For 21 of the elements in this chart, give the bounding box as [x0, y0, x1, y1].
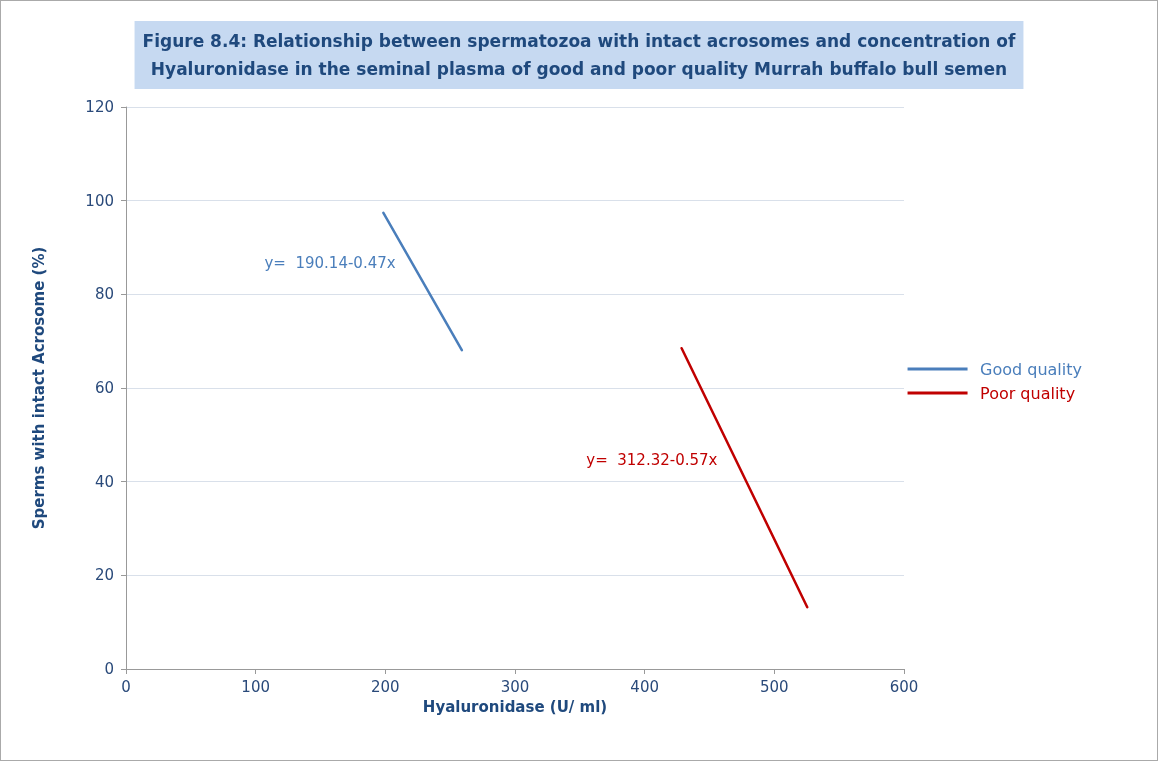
- y-tick-label: 20: [94, 566, 114, 585]
- y-tick-label: 40: [94, 472, 114, 491]
- x-tick-label: 200: [371, 677, 400, 696]
- x-tick-label: 500: [760, 677, 789, 696]
- legend-label: Good quality: [980, 359, 1082, 379]
- y-tick-label: 120: [85, 98, 114, 116]
- chart-title: Figure 8.4: Relationship between spermatozoa with intact acrosomes and concentration of Hyaluronidase in the seminal plasma of good and poor quality Murrah buffalo bull semen: [142, 31, 1017, 79]
- x-tick-label: 0: [121, 677, 131, 696]
- y-tick-label: 80: [94, 285, 114, 304]
- x-tick-label: 300: [500, 677, 530, 696]
- legend-label: Poor quality: [980, 383, 1076, 403]
- x-tick-label: 400: [630, 677, 659, 696]
- x-axis-title: Hyaluronidase (U/ ml): [422, 697, 608, 716]
- y-tick-label: 60: [94, 379, 114, 397]
- y-axis-title: Sperms with intact Acrosome (%): [29, 246, 48, 530]
- x-tick-label: 600: [889, 677, 919, 696]
- y-tick-label: 100: [85, 191, 114, 210]
- y-tick-label: 0: [104, 660, 114, 678]
- annotation: y= 312.32-0.57x: [586, 450, 718, 469]
- x-tick-label: 100: [241, 677, 270, 696]
- annotation: y= 190.14-0.47x: [264, 254, 396, 273]
